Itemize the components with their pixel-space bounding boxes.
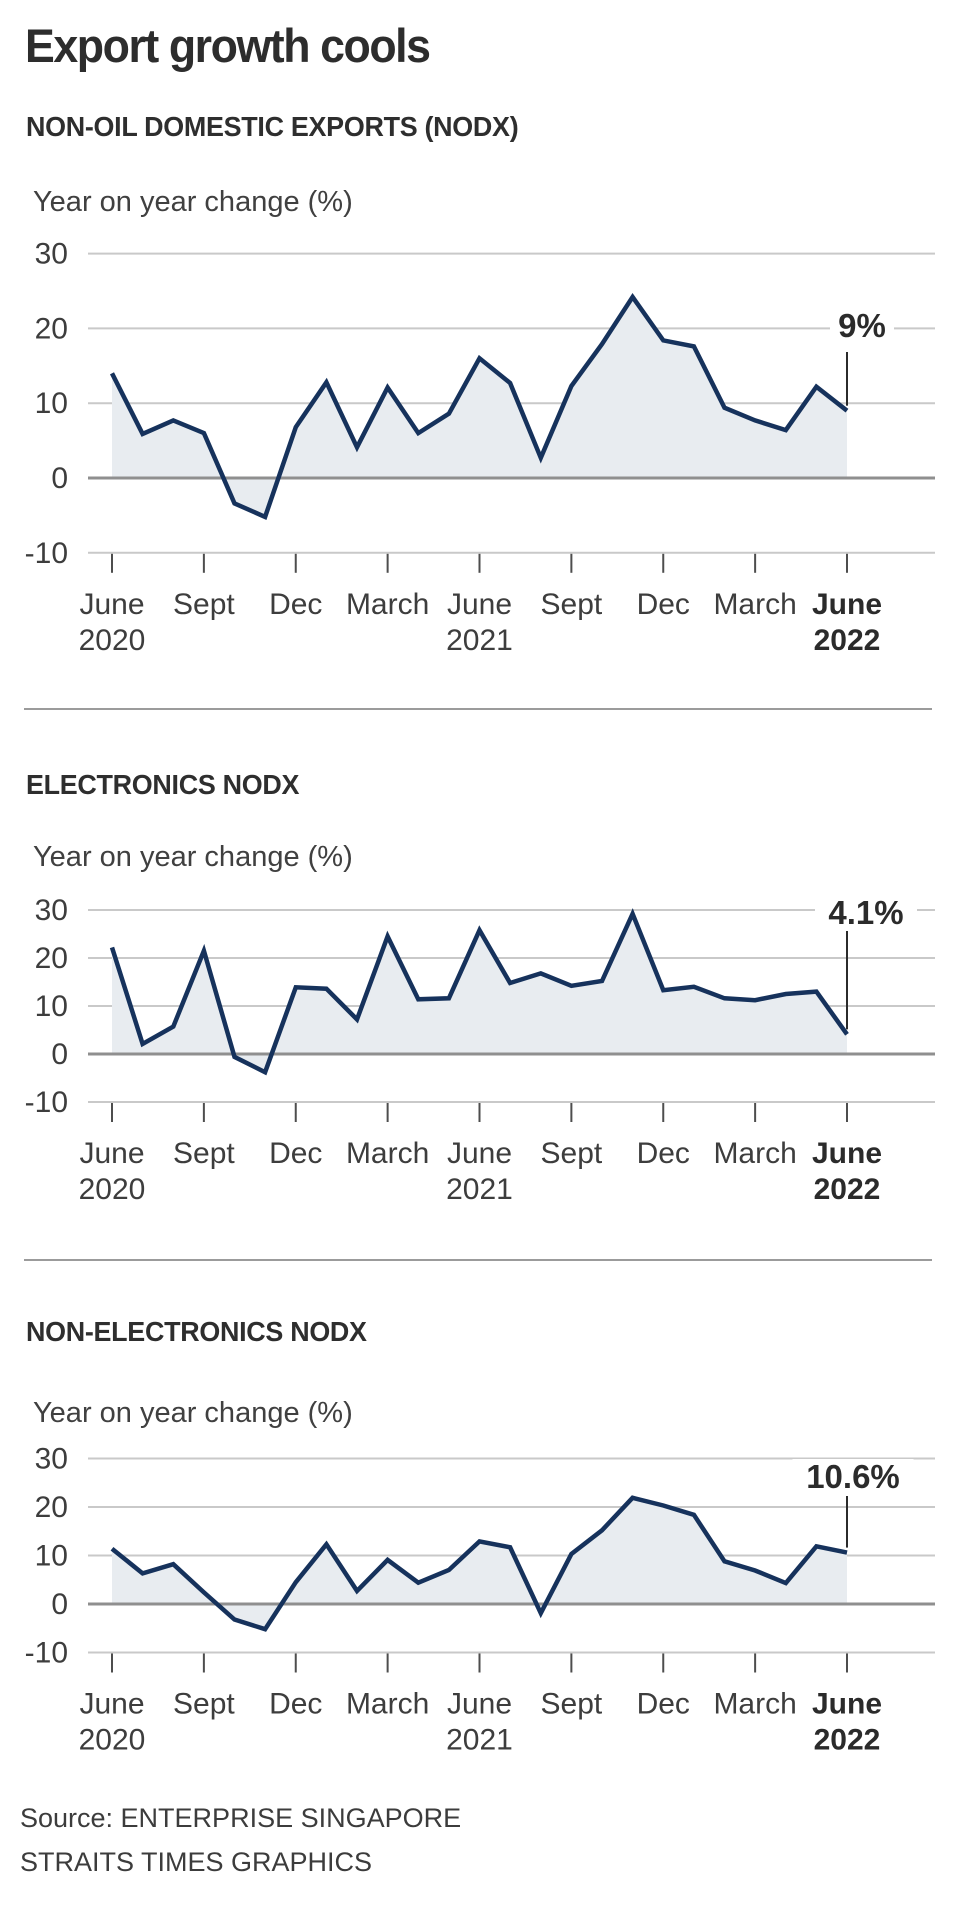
graphics-credit: STRAITS TIMES GRAPHICS xyxy=(20,1847,373,1877)
chart-heading-electronics: ELECTRONICS NODX xyxy=(26,769,300,800)
data-line xyxy=(109,908,849,1076)
area-fill xyxy=(112,1497,847,1630)
y-axis-tick-label: 0 xyxy=(51,1038,68,1071)
y-axis-tick-label: -10 xyxy=(25,537,68,570)
x-axis-tick-label: June xyxy=(79,1137,144,1170)
x-axis-year-label: 2022 xyxy=(814,624,881,657)
x-axis-tick-label: June xyxy=(812,1137,882,1170)
chart-heading-non-electronics: NON-ELECTRONICS NODX xyxy=(26,1316,367,1347)
x-axis-year-label: 2021 xyxy=(446,1724,513,1757)
x-axis-tick-label: Dec xyxy=(269,1688,322,1721)
x-axis-year-label: 2022 xyxy=(814,1173,881,1206)
latest-value-callout: 9% xyxy=(838,307,886,344)
x-axis-tick-label: Sept xyxy=(541,588,603,621)
latest-value-callout: 4.1% xyxy=(828,894,903,931)
callout-backdrop xyxy=(792,1459,914,1495)
y-axis-tick-label: 30 xyxy=(35,1443,68,1476)
x-axis-tick-label: June xyxy=(812,1688,882,1721)
y-axis-tick-label: 10 xyxy=(35,990,68,1023)
x-axis-tick-label: June xyxy=(79,588,144,621)
x-axis-tick-label: Dec xyxy=(269,1137,322,1170)
y-axis-tick-label: 20 xyxy=(35,1491,68,1524)
latest-value-callout: 10.6% xyxy=(806,1458,900,1495)
callout-backdrop xyxy=(815,895,917,931)
x-axis-tick-label: Dec xyxy=(269,588,322,621)
x-axis-year-label: 2020 xyxy=(79,624,146,657)
x-axis-tick-label: June xyxy=(447,1688,512,1721)
chart-heading-nodx: NON-OIL DOMESTIC EXPORTS (NODX) xyxy=(26,111,519,142)
section-separator xyxy=(24,1259,932,1261)
x-axis-tick-label: March xyxy=(713,1688,796,1721)
x-axis-tick-label: March xyxy=(346,588,429,621)
x-axis-year-label: 2022 xyxy=(814,1724,881,1757)
y-axis-tick-label: 20 xyxy=(35,942,68,975)
source-attribution: Source: ENTERPRISE SINGAPORE xyxy=(20,1803,462,1833)
y-axis-tick-label: 10 xyxy=(35,1540,68,1573)
section-separator xyxy=(24,708,932,710)
axis-title-electronics: Year on year change (%) xyxy=(33,841,353,873)
y-axis-tick-label: 30 xyxy=(35,238,68,271)
page-title: Export growth cools xyxy=(25,19,431,72)
x-axis-tick-label: Sept xyxy=(173,588,235,621)
x-axis-year-label: 2020 xyxy=(79,1173,146,1206)
x-axis-tick-label: March xyxy=(346,1688,429,1721)
axis-title-non-electronics: Year on year change (%) xyxy=(33,1397,353,1429)
callout-backdrop xyxy=(830,308,894,344)
x-axis-tick-label: June xyxy=(812,588,882,621)
y-axis-tick-label: 20 xyxy=(35,312,68,345)
x-axis-tick-label: Sept xyxy=(541,1137,603,1170)
x-axis-year-label: 2020 xyxy=(79,1724,146,1757)
area-fill xyxy=(112,913,847,1073)
x-axis-tick-label: Dec xyxy=(637,1137,690,1170)
x-axis-tick-label: Dec xyxy=(637,588,690,621)
x-axis-tick-label: March xyxy=(346,1137,429,1170)
axis-title-nodx: Year on year change (%) xyxy=(33,186,353,218)
x-axis-year-label: 2021 xyxy=(446,1173,513,1206)
x-axis-tick-label: June xyxy=(447,588,512,621)
y-axis-tick-label: -10 xyxy=(25,1086,68,1119)
x-axis-tick-label: June xyxy=(447,1137,512,1170)
area-fill xyxy=(112,297,847,517)
x-axis-tick-label: Sept xyxy=(173,1137,235,1170)
data-line xyxy=(109,292,849,520)
x-axis-tick-label: Sept xyxy=(541,1688,603,1721)
data-line xyxy=(110,1495,848,1632)
x-axis-tick-label: March xyxy=(713,588,796,621)
y-axis-tick-label: 0 xyxy=(51,1588,68,1621)
x-axis-tick-label: March xyxy=(713,1137,796,1170)
x-axis-tick-label: Sept xyxy=(173,1688,235,1721)
y-axis-tick-label: 0 xyxy=(51,462,68,495)
x-axis-tick-label: June xyxy=(79,1688,144,1721)
y-axis-tick-label: 10 xyxy=(35,387,68,420)
x-axis-tick-label: Dec xyxy=(637,1688,690,1721)
x-axis-year-label: 2021 xyxy=(446,624,513,657)
y-axis-tick-label: 30 xyxy=(35,894,68,927)
y-axis-tick-label: -10 xyxy=(25,1637,68,1670)
